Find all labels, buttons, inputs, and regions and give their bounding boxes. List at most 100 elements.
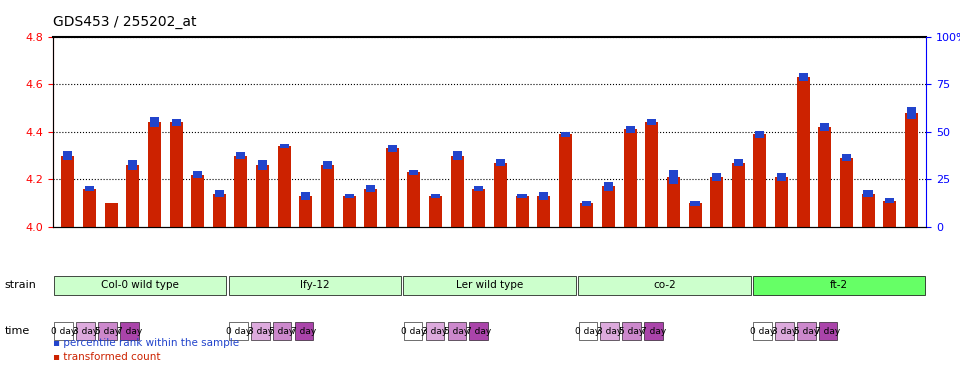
Text: ▪ transformed count: ▪ transformed count: [53, 352, 160, 362]
Bar: [538, 196, 550, 227]
Bar: [775, 177, 788, 227]
Bar: [452, 151, 462, 160]
Bar: [797, 77, 809, 227]
Bar: [63, 151, 72, 160]
Bar: [669, 170, 678, 184]
Text: co-2: co-2: [653, 280, 676, 291]
Text: GDS453 / 255202_at: GDS453 / 255202_at: [53, 15, 196, 29]
Bar: [904, 113, 918, 227]
Bar: [645, 122, 659, 227]
Bar: [213, 194, 226, 227]
Text: time: time: [5, 326, 30, 336]
Bar: [496, 159, 505, 166]
Bar: [799, 74, 807, 81]
Text: 7 day: 7 day: [466, 327, 492, 336]
Bar: [343, 196, 355, 227]
Bar: [688, 203, 702, 227]
Bar: [148, 122, 161, 227]
Bar: [516, 196, 529, 227]
Text: lfy-12: lfy-12: [300, 280, 329, 291]
Bar: [712, 173, 721, 180]
Text: 3 day: 3 day: [73, 327, 98, 336]
Bar: [559, 134, 572, 227]
Bar: [431, 194, 440, 198]
Bar: [429, 196, 442, 227]
Bar: [818, 127, 831, 227]
Bar: [540, 193, 548, 199]
Bar: [690, 201, 700, 206]
Bar: [321, 165, 334, 227]
Bar: [732, 163, 745, 227]
Text: Ler wild type: Ler wild type: [456, 280, 523, 291]
Text: 7 day: 7 day: [116, 327, 142, 336]
Bar: [258, 160, 267, 170]
Bar: [234, 156, 248, 227]
Bar: [842, 154, 851, 161]
Bar: [150, 117, 159, 127]
Text: ▪ percentile rank within the sample: ▪ percentile rank within the sample: [53, 338, 239, 348]
Bar: [129, 160, 137, 170]
Bar: [777, 173, 786, 180]
Bar: [323, 161, 332, 169]
Text: 5 day: 5 day: [619, 327, 644, 336]
Bar: [885, 198, 894, 203]
Bar: [301, 193, 310, 199]
Bar: [170, 122, 182, 227]
Text: 3 day: 3 day: [248, 327, 273, 336]
Bar: [907, 107, 916, 119]
Bar: [345, 194, 353, 198]
Bar: [820, 123, 829, 131]
Bar: [277, 146, 291, 227]
Text: 0 day: 0 day: [226, 327, 252, 336]
Text: Col-0 wild type: Col-0 wild type: [101, 280, 180, 291]
Bar: [754, 134, 766, 227]
Bar: [667, 177, 680, 227]
Bar: [583, 201, 591, 206]
Bar: [191, 175, 204, 227]
Bar: [840, 158, 852, 227]
Bar: [105, 203, 118, 227]
Text: 5 day: 5 day: [794, 327, 819, 336]
Bar: [883, 201, 896, 227]
Bar: [602, 186, 615, 227]
Text: 3 day: 3 day: [772, 327, 797, 336]
Bar: [61, 156, 75, 227]
Bar: [388, 145, 396, 152]
Bar: [364, 189, 377, 227]
Bar: [386, 148, 398, 227]
Bar: [256, 165, 269, 227]
Bar: [647, 119, 657, 125]
Text: 0 day: 0 day: [750, 327, 776, 336]
Bar: [279, 144, 289, 149]
Bar: [366, 185, 375, 193]
Bar: [407, 172, 420, 227]
Bar: [863, 190, 873, 197]
Text: 5 day: 5 day: [95, 327, 120, 336]
Text: 7 day: 7 day: [815, 327, 841, 336]
Bar: [127, 165, 139, 227]
Bar: [581, 203, 593, 227]
Bar: [710, 177, 723, 227]
Bar: [193, 171, 203, 178]
Bar: [409, 170, 419, 175]
Text: 3 day: 3 day: [597, 327, 622, 336]
Bar: [756, 131, 764, 138]
Text: ft-2: ft-2: [830, 280, 848, 291]
Bar: [172, 119, 180, 126]
Bar: [561, 132, 570, 137]
Bar: [85, 187, 94, 191]
Bar: [861, 194, 875, 227]
Bar: [474, 187, 483, 191]
Text: 7 day: 7 day: [291, 327, 317, 336]
Text: 5 day: 5 day: [270, 327, 295, 336]
Text: 3 day: 3 day: [422, 327, 447, 336]
Bar: [450, 156, 464, 227]
Bar: [624, 129, 636, 227]
Text: 0 day: 0 day: [400, 327, 426, 336]
Bar: [84, 189, 96, 227]
Text: 5 day: 5 day: [444, 327, 469, 336]
Text: strain: strain: [5, 280, 36, 291]
Bar: [472, 189, 485, 227]
Bar: [517, 194, 527, 198]
Bar: [604, 182, 613, 191]
